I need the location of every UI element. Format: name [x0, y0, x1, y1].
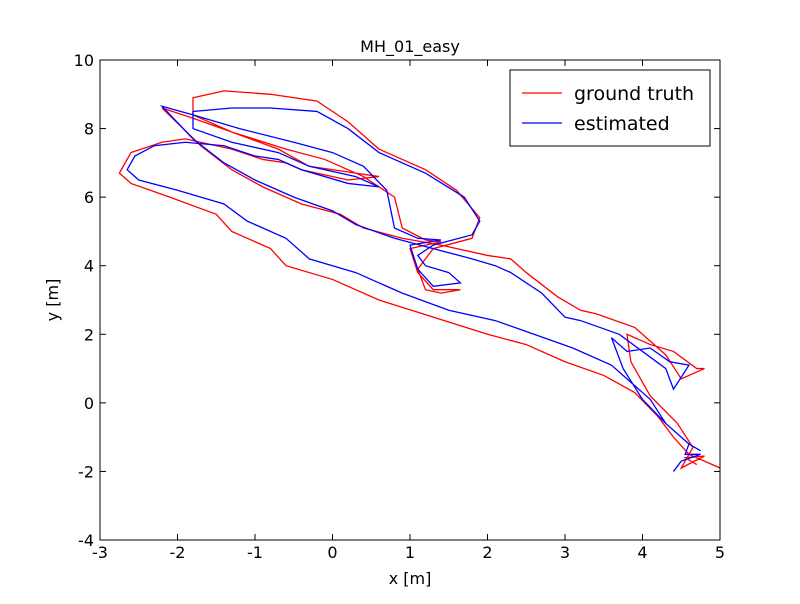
y-tick-label: 6 — [84, 188, 94, 207]
trajectory-line — [118, 90, 720, 470]
x-tick-label: 2 — [482, 543, 492, 562]
y-tick-label: 10 — [74, 51, 94, 70]
x-tick-label: -1 — [247, 543, 263, 562]
x-tick-label: 5 — [715, 543, 725, 562]
y-tick-label: -4 — [78, 531, 94, 550]
legend-label: estimated — [574, 113, 670, 135]
y-tick-label: 8 — [84, 120, 94, 139]
y-tick-label: 4 — [84, 257, 94, 276]
y-axis-label: y [m] — [43, 279, 62, 322]
x-tick-label: 4 — [637, 543, 647, 562]
x-axis-label: x [m] — [389, 569, 432, 588]
x-tick-label: 0 — [327, 543, 337, 562]
x-tick-label: 1 — [405, 543, 415, 562]
legend-box — [509, 69, 711, 147]
legend-label: ground truth — [574, 83, 694, 105]
x-tick-label: 3 — [560, 543, 570, 562]
x-tick-label: -3 — [92, 543, 108, 562]
y-tick-label: 2 — [84, 325, 94, 344]
legend: ground truth estimated — [509, 69, 711, 147]
chart-title: MH_01_easy — [360, 37, 460, 57]
x-tick-label: -2 — [170, 543, 186, 562]
y-tick-label: 0 — [84, 394, 94, 413]
trajectory-line — [126, 105, 701, 472]
y-tick-label: -2 — [78, 462, 94, 481]
plot-lines — [118, 90, 720, 472]
